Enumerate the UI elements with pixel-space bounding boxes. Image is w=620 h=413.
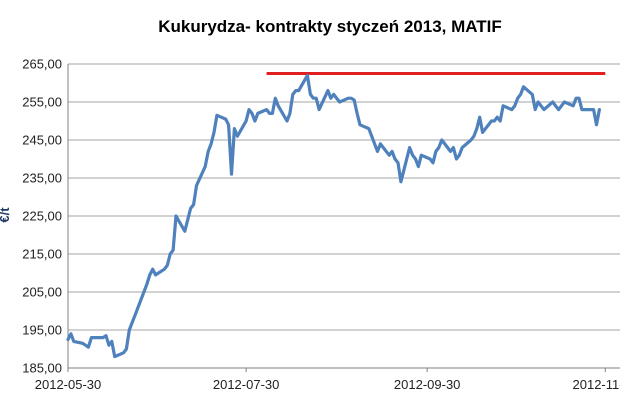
series-line xyxy=(66,73,601,359)
x-tick-label: 2012-11-30 xyxy=(573,377,620,392)
y-tick-label: 195,00 xyxy=(22,323,62,338)
x-tick-label: 2012-09-30 xyxy=(394,377,461,392)
y-tick-label: 235,00 xyxy=(22,171,62,186)
y-tick-label: 205,00 xyxy=(22,285,62,300)
x-axis-ticks: 2012-05-30 2012-07-30 2012-09-30 2012-11-30 xyxy=(35,368,620,392)
y-tick-label: 215,00 xyxy=(22,247,62,262)
y-tick-label: 185,00 xyxy=(22,361,62,376)
y-tick-label: 265,00 xyxy=(22,57,62,72)
axes xyxy=(67,64,620,369)
y-tick-label: 245,00 xyxy=(22,133,62,148)
chart-title: Kukurydza- kontrakty styczeń 2013, MATIF xyxy=(158,17,502,36)
x-tick-label: 2012-05-30 xyxy=(35,377,102,392)
series-lines xyxy=(66,73,601,359)
y-axis-ticks: 185,00 195,00 205,00 215,00 225,00 235,00 245,… xyxy=(22,57,62,376)
x-tick-label: 2012-07-30 xyxy=(213,377,280,392)
y-tick-label: 255,00 xyxy=(22,95,62,110)
y-axis-label: €/t xyxy=(0,207,12,223)
gridlines xyxy=(68,63,620,331)
y-tick-label: 225,00 xyxy=(22,209,62,224)
